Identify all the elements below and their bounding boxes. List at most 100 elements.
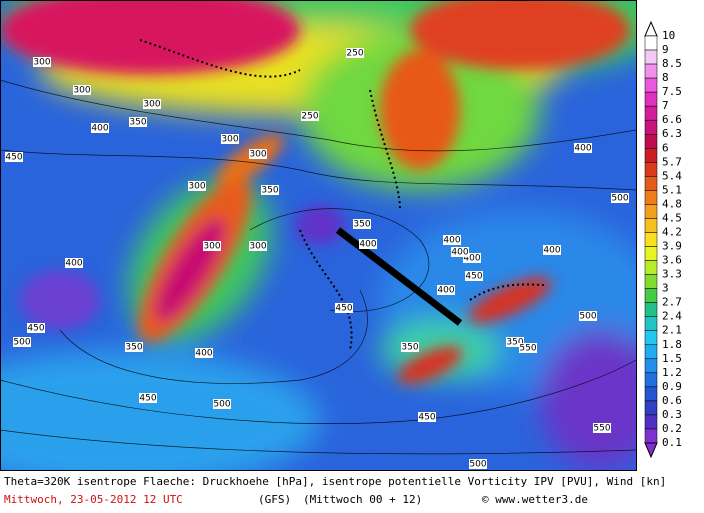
- contour-label-box: [139, 393, 157, 403]
- contour-label: 500: [213, 400, 230, 410]
- colorbar-label: 5.1: [662, 183, 682, 196]
- colorbar-swatch: [644, 372, 658, 388]
- colorbar-label: 2.1: [662, 324, 682, 337]
- contour-label-box: [418, 412, 436, 422]
- colorbar-label: 5.7: [662, 155, 682, 168]
- colorbar-swatch: [644, 148, 658, 163]
- contour-label-box: [129, 117, 147, 127]
- colorbar-label: 0.6: [662, 394, 682, 407]
- contour-label-box: [346, 48, 364, 58]
- colorbar-swatch: [644, 274, 658, 289]
- contour-label: 500: [579, 312, 596, 322]
- colorbar-swatch: [644, 288, 658, 303]
- contour-label-box: [213, 399, 231, 409]
- colorbar-swatch: [644, 246, 658, 261]
- copyright: © www.wetter3.de: [482, 493, 588, 506]
- colorbar-label: 3.6: [662, 254, 682, 267]
- contour-label-box: [335, 303, 353, 313]
- contour-label: 350: [401, 343, 418, 353]
- colorbar-label: 6.6: [662, 113, 682, 126]
- contour-label: 400: [195, 349, 212, 359]
- colorbar-label: 7: [662, 99, 669, 112]
- contour-label-box: [249, 241, 267, 251]
- colorbar-swatch: [644, 358, 658, 374]
- caption: Theta=320K isentrope Flaeche: Druckhoehe…: [4, 475, 666, 488]
- colorbar-label: 0.1: [662, 436, 682, 449]
- contour-label: 350: [353, 220, 370, 230]
- contour-label-box: [203, 241, 221, 251]
- contour-label-box: [465, 271, 483, 281]
- colorbar-swatch: [644, 176, 658, 191]
- contour-label-box: [401, 342, 419, 352]
- colorbar-swatch: [644, 133, 658, 149]
- colorbar-label: 4.2: [662, 225, 682, 238]
- contour-label-box: [195, 348, 213, 358]
- colorbar-label: 7.5: [662, 85, 682, 98]
- colorbar-label: 0.9: [662, 380, 682, 393]
- contour-label-box: [611, 193, 629, 203]
- colorbar-swatch: [644, 35, 658, 51]
- contour-label: 450: [335, 304, 352, 314]
- colorbar-swatch: [644, 49, 658, 65]
- contour-label-box: [543, 245, 561, 255]
- colorbar-label: 0.2: [662, 422, 682, 435]
- contour-label: 300: [203, 242, 220, 252]
- colorbar-swatch: [644, 232, 658, 247]
- contour-label: 500: [469, 460, 486, 470]
- colorbar-label: 4.8: [662, 197, 682, 210]
- contour-label-box: [65, 258, 83, 268]
- contour-label-box: [27, 323, 45, 333]
- contour-label: 500: [611, 194, 628, 204]
- contour-label: 400: [443, 236, 460, 246]
- colorbar-swatch: [644, 428, 658, 444]
- colorbar-label: 3.3: [662, 268, 682, 281]
- colorbar-label: 3.9: [662, 240, 682, 253]
- contour-label: 450: [27, 324, 44, 334]
- contour-label-box: [463, 253, 481, 263]
- contour-label-box: [91, 123, 109, 133]
- run: (Mittwoch 00 + 12): [303, 493, 422, 506]
- colorbar-swatch: [644, 400, 658, 416]
- colorbar-swatch: [644, 162, 658, 177]
- colorbar-swatch: [644, 63, 658, 79]
- contour-label-box: [301, 111, 319, 121]
- contour-label-box: [143, 99, 161, 109]
- colorbar-label: 8: [662, 71, 669, 84]
- contour-label: 450: [465, 272, 482, 282]
- contour-label-box: [443, 235, 461, 245]
- colorbar-swatch: [644, 302, 658, 317]
- contour-label-box: [359, 239, 377, 249]
- contour-label-box: [437, 285, 455, 295]
- contour-label: 300: [73, 86, 90, 96]
- contour-label: 550: [519, 344, 536, 354]
- colorbar-label: 9: [662, 43, 669, 56]
- colorbar-label: 5.4: [662, 169, 682, 182]
- model: (GFS): [258, 493, 291, 506]
- colorbar-label: 1.8: [662, 338, 682, 351]
- colorbar-label: 1.2: [662, 366, 682, 379]
- contour-label-box: [579, 311, 597, 321]
- map-frame: [0, 0, 637, 471]
- contour-label: 450: [139, 394, 156, 404]
- contour-label: 400: [574, 144, 591, 154]
- contour-label-box: [451, 247, 469, 257]
- contour-label-box: [353, 219, 371, 229]
- colorbar-label: 2.7: [662, 296, 682, 309]
- colorbar-swatch: [644, 386, 658, 402]
- colorbar-label: 6: [662, 141, 669, 154]
- colorbar-label: 6.3: [662, 127, 682, 140]
- colorbar-label: 4.5: [662, 211, 682, 224]
- colorbar-swatch: [644, 77, 658, 93]
- contour-label: 400: [463, 254, 480, 264]
- contour-label-box: [73, 85, 91, 95]
- contour-label-box: [33, 57, 51, 67]
- contour-label: 300: [33, 58, 50, 68]
- colorbar-label: 10: [662, 29, 675, 42]
- colorbar-swatch: [644, 91, 658, 107]
- colorbar-label: 0.3: [662, 408, 682, 421]
- contour-label: 550: [593, 424, 610, 434]
- contour-label-box: [506, 337, 524, 347]
- contour-label-box: [249, 149, 267, 159]
- colorbar-swatch: [644, 119, 658, 135]
- date: Mittwoch, 23-05-2012 12 UTC: [4, 493, 183, 506]
